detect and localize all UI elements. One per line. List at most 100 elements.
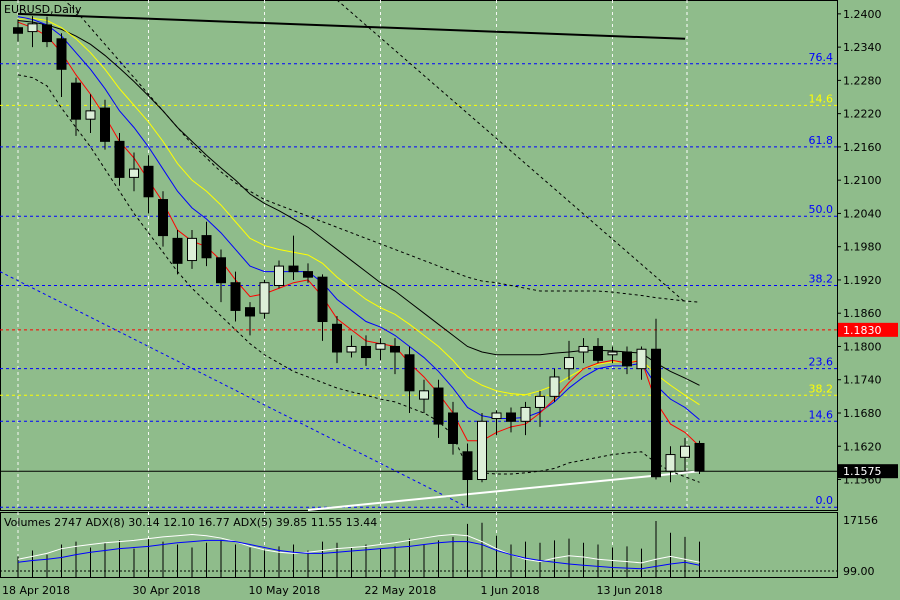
x-tick-label: 22 May 2018 (365, 584, 437, 597)
current-price-label: 1.1575 (843, 465, 882, 478)
candle-body (419, 390, 429, 400)
candle (100, 99, 110, 150)
candle (56, 33, 67, 98)
chart-title: EURUSD,Daily (4, 3, 82, 16)
candle-body (375, 343, 386, 350)
candle (462, 443, 473, 508)
adx-white-line (17, 534, 700, 564)
candle (665, 446, 676, 483)
candle-body (100, 107, 110, 142)
candle (274, 260, 284, 289)
x-tick-label: 18 Apr 2018 (2, 584, 70, 597)
candle (506, 407, 516, 433)
candle (694, 440, 705, 474)
candle-body (42, 24, 52, 43)
candle-body (201, 235, 212, 259)
fib-level-label: 38.2 (809, 382, 834, 395)
candle-body (462, 451, 473, 481)
candle-body (491, 412, 502, 420)
candle (390, 338, 400, 375)
candle-body (361, 345, 371, 359)
candle-body (564, 357, 574, 370)
adx-blue-line (17, 539, 700, 570)
x-tick-label: 1 Jun 2018 (481, 584, 540, 597)
candle (346, 335, 357, 358)
candle (520, 401, 531, 436)
indicator-label: Volumes 2747 ADX(8) 30.14 12.10 16.77 AD… (4, 516, 378, 529)
y-tick-label: 1.2340 (843, 41, 882, 54)
volume-panel-frame (0, 512, 838, 578)
upper-band-line (63, 0, 700, 303)
price-panel-frame (0, 0, 838, 511)
candle (259, 279, 270, 319)
candle-body (535, 395, 545, 408)
candle-body (593, 345, 603, 361)
candle (535, 390, 545, 427)
candle-body (158, 199, 168, 237)
candle-body (56, 38, 67, 70)
candle (13, 19, 23, 42)
candle (593, 338, 603, 364)
candle-body (346, 345, 357, 353)
candle (158, 191, 168, 247)
y-tick-label: 1.1980 (843, 241, 882, 254)
candle-body (622, 351, 632, 367)
candle (564, 340, 574, 380)
fib-level-label: 50.0 (809, 203, 834, 216)
candle (332, 315, 342, 364)
x-tick-label: 13 Jun 2018 (597, 584, 663, 597)
fib-level-label: 14.6 (809, 92, 834, 105)
candle-body (230, 282, 241, 311)
resistance-price-label: 1.1830 (843, 324, 882, 337)
candle-body (636, 348, 647, 370)
lower-band-line (17, 74, 700, 483)
candle-body (114, 140, 125, 178)
y-tick-label: 1.2100 (843, 174, 882, 187)
candle-body (71, 82, 81, 120)
candle (375, 338, 386, 361)
candle-body (665, 454, 676, 472)
candle-body (607, 351, 618, 356)
candle (317, 274, 328, 341)
candle (143, 155, 154, 214)
candle (245, 302, 255, 336)
candle-body (506, 412, 516, 422)
candle (636, 346, 647, 380)
y-tick-label: 1.2220 (843, 108, 882, 121)
candle-body (404, 354, 415, 392)
y-tick-label: 1.1680 (843, 407, 882, 420)
candle-body (288, 265, 299, 273)
y-tick-label: 1.1740 (843, 374, 882, 387)
candle (172, 230, 183, 275)
candle-body (303, 271, 313, 278)
candle (303, 263, 313, 283)
candle-body (578, 345, 589, 353)
candle (114, 133, 125, 186)
y-tick-label: 1.1920 (843, 274, 882, 287)
candle (404, 346, 415, 413)
volume-tick-label: 99.00 (843, 565, 875, 578)
candle (361, 335, 371, 366)
candle (71, 77, 81, 136)
fib-level-label: 0.0 (816, 494, 834, 507)
y-tick-label: 1.2280 (843, 74, 882, 87)
ma-blue-line (17, 16, 700, 421)
y-tick-label: 1.1800 (843, 340, 882, 353)
fib-level-label: 23.6 (809, 356, 834, 369)
candle (578, 338, 589, 364)
candle-body (332, 323, 342, 353)
candle (622, 346, 632, 375)
y-tick-label: 1.1860 (843, 307, 882, 320)
candle-body (520, 406, 531, 422)
candle (187, 230, 197, 269)
candle-body (143, 165, 154, 198)
fib-level-label: 14.6 (809, 408, 834, 421)
candle (607, 346, 618, 364)
fib-level-label: 76.4 (809, 51, 834, 64)
current-price-tag (838, 464, 898, 479)
candle (651, 318, 661, 480)
candle-body (85, 110, 96, 120)
candle-body (274, 265, 284, 286)
candle-body (27, 23, 38, 33)
